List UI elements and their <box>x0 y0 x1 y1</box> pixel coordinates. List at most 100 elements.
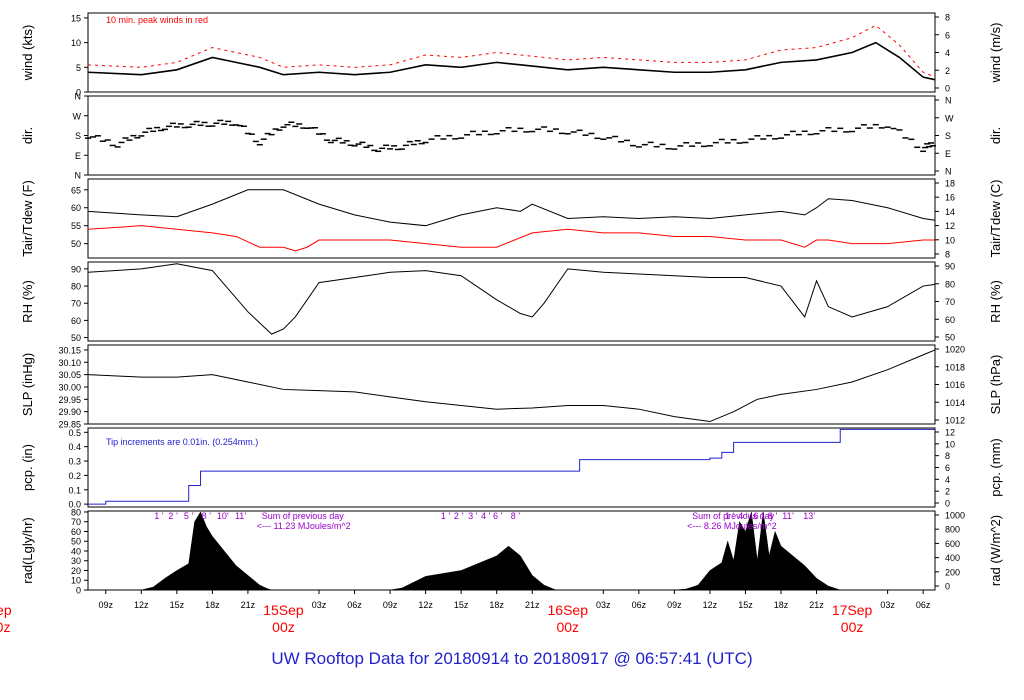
right-tick-label: 4 <box>945 48 950 58</box>
right-tick-label: 1012 <box>945 416 965 426</box>
x-tick-label: 03z <box>596 600 611 610</box>
hour-mark-tick: ' <box>733 511 735 521</box>
x-tick-label: 18z <box>774 600 789 610</box>
left-tick-label: 30.15 <box>58 345 81 355</box>
right-tick-label: 2 <box>945 66 950 76</box>
panel-frame <box>87 344 936 425</box>
y-axis-label-right: dir. <box>988 127 1003 144</box>
hour-mark: 8 <box>768 511 773 521</box>
panel-frame <box>87 178 936 259</box>
left-tick-label: 55 <box>71 221 81 231</box>
left-tick-label: 50 <box>71 333 81 343</box>
right-tick-label: 400 <box>945 553 960 563</box>
hour-mark: 1 <box>441 511 446 521</box>
right-tick-label: W <box>945 113 954 123</box>
x-tick-label: 09z <box>383 600 398 610</box>
x-tick-label: 09z <box>667 600 682 610</box>
hour-mark-tick: ' <box>813 511 815 521</box>
x-tick-label: 03z <box>880 600 895 610</box>
chart-title: UW Rooftop Data for 20180914 to 20180917… <box>271 649 753 668</box>
x-tick-label: 12z <box>418 600 433 610</box>
right-tick-label: 10 <box>945 235 955 245</box>
panel-wind <box>84 12 939 93</box>
left-tick-label: 0.3 <box>68 457 81 467</box>
right-tick-label: 0 <box>945 84 950 94</box>
left-tick-label: 80 <box>71 282 81 292</box>
panel-annotation: 10 min. peak winds in red <box>106 15 208 25</box>
left-tick-label: 90 <box>71 264 81 274</box>
right-tick-label: 1018 <box>945 362 965 372</box>
left-tick-label: 29.85 <box>58 420 81 430</box>
panel-radiation <box>84 510 939 591</box>
right-tick-label: 18 <box>945 179 955 189</box>
right-tick-label: 90 <box>945 262 955 272</box>
right-tick-label: 8 <box>945 13 950 23</box>
right-tick-label: 8 <box>945 250 950 260</box>
series-line <box>87 263 936 335</box>
left-tick-label: W <box>73 111 82 121</box>
series-line <box>87 349 936 423</box>
left-tick-label: 0.1 <box>68 485 81 495</box>
right-tick-label: N <box>945 96 952 106</box>
left-tick-label: 0.0 <box>68 500 81 510</box>
right-tick-label: E <box>945 149 951 159</box>
hour-mark: 4 <box>481 511 486 521</box>
left-tick-label: 60 <box>71 203 81 213</box>
series-line-tdew <box>87 225 935 252</box>
left-tick-label: 0 <box>76 88 81 98</box>
hour-mark: 4 <box>738 511 743 521</box>
right-tick-label: 1020 <box>945 345 965 355</box>
right-tick-label: 6 <box>945 463 950 473</box>
left-tick-label: 0.2 <box>68 471 81 481</box>
hour-mark-tick: ' <box>227 511 229 521</box>
x-tick-label: 21z <box>809 600 824 610</box>
panel-rh <box>84 261 939 342</box>
hour-mark-tick: ' <box>792 511 794 521</box>
hour-mark-tick: ' <box>449 511 451 521</box>
hour-mark: 10 <box>217 511 227 521</box>
hour-mark-tick: ' <box>462 511 464 521</box>
left-tick-label: 0.5 <box>68 428 81 438</box>
right-tick-label: 10 <box>945 439 955 449</box>
right-tick-label: 12 <box>945 221 955 231</box>
x-tick-label: 15z <box>170 600 185 610</box>
left-tick-label: N <box>75 92 82 102</box>
hour-mark-tick: ' <box>162 511 164 521</box>
hour-mark: 8 <box>202 511 207 521</box>
panel-slp <box>84 344 939 425</box>
hour-mark-tick: ' <box>489 511 491 521</box>
series-line-tair <box>87 189 936 227</box>
left-tick-label: 60 <box>71 316 81 326</box>
y-axis-label-right: RH (%) <box>988 280 1003 323</box>
day-label-date: 16Sep <box>548 602 589 618</box>
left-tick-label: 29.95 <box>58 395 81 405</box>
left-tick-label: 0.4 <box>68 442 81 452</box>
right-tick-label: 80 <box>945 279 955 289</box>
left-tick-label: 20 <box>71 566 81 576</box>
right-tick-label: 0 <box>945 582 950 592</box>
right-tick-label: 50 <box>945 333 955 343</box>
hour-mark: 3 <box>468 511 473 521</box>
panel-annotation: Tip increments are 0.01in. (0.254mm.) <box>106 437 258 447</box>
hour-mark: 2 <box>168 511 173 521</box>
x-tick-label: 12z <box>703 600 718 610</box>
day-label-hour: 00z <box>0 619 10 635</box>
left-tick-label: 0 <box>76 586 81 596</box>
hour-mark: 1 <box>725 511 730 521</box>
radiation-sum-value: <--- 8.26 MJoules/m^2 <box>687 521 777 531</box>
right-tick-label: 1014 <box>945 398 965 408</box>
y-axis-label-right: rad (W/m^2) <box>988 515 1003 586</box>
x-tick-label: 21z <box>525 600 540 610</box>
radiation-sum-label: Sum of previous day <box>692 511 775 521</box>
left-tick-label: 70 <box>71 517 81 527</box>
y-axis-label-right: pcp. (mm) <box>988 438 1003 497</box>
right-tick-label: 200 <box>945 567 960 577</box>
left-tick-label: E <box>75 151 81 161</box>
x-tick-label: 03z <box>312 600 327 610</box>
hour-mark-tick: ' <box>761 511 763 521</box>
radiation-sum-label: Sum of previous day <box>262 511 345 521</box>
left-tick-label: 30.10 <box>58 358 81 368</box>
hour-mark-tick: ' <box>775 511 777 521</box>
y-axis-label-left: rad(Lgly/hr) <box>20 517 35 583</box>
panel-precip <box>84 427 939 508</box>
